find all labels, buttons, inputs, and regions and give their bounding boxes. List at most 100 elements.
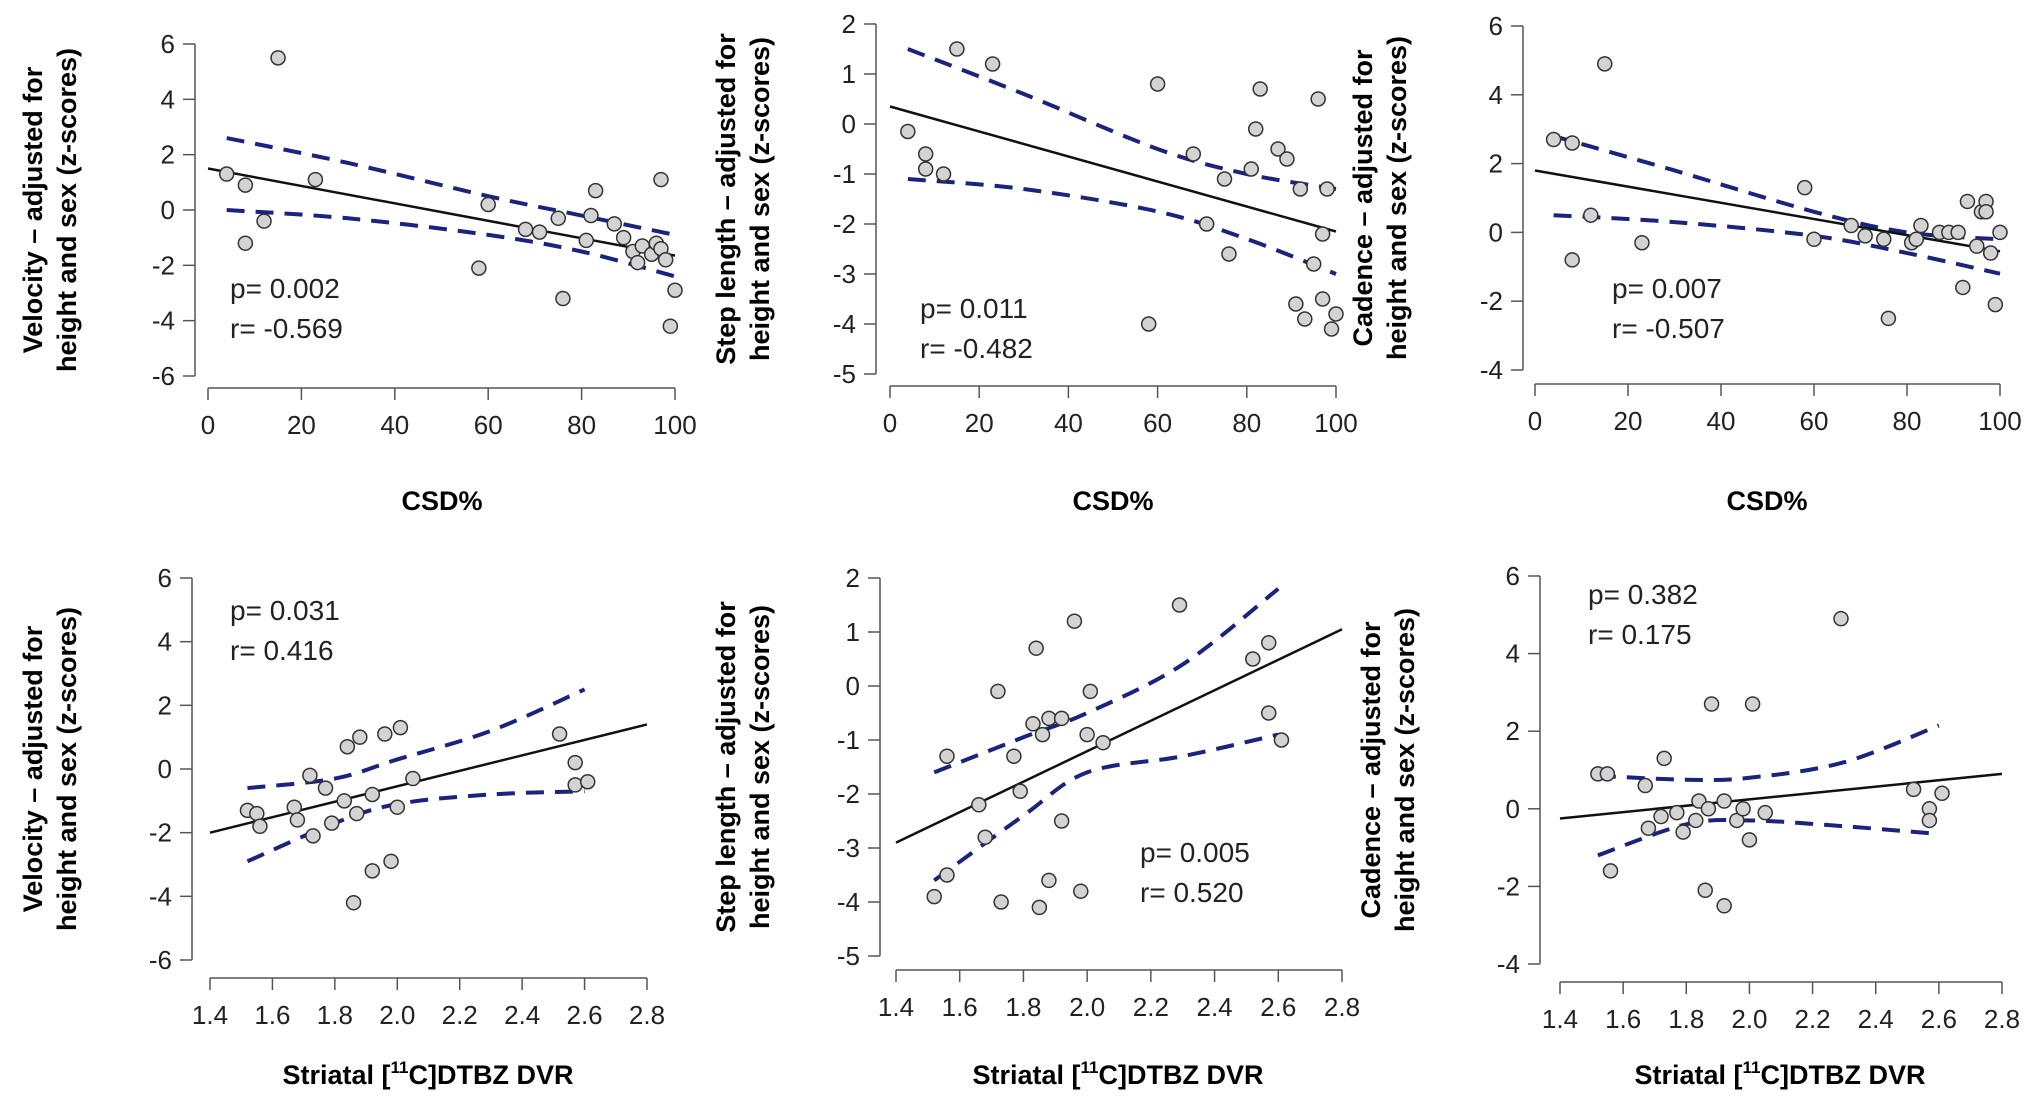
- y-tick-label: -5: [833, 359, 856, 389]
- data-point: [667, 282, 683, 298]
- y-tick-label: -2: [1480, 286, 1503, 316]
- data-point: [1735, 801, 1751, 817]
- x-tick-label: 2.4: [504, 1000, 540, 1030]
- y-tick-label: -4: [149, 881, 172, 911]
- ci-lower-line: [1597, 817, 1940, 858]
- data-point: [1744, 696, 1761, 712]
- data-point: [653, 171, 669, 188]
- y-axis-title: Cadence – adjusted for height and sex (z-…: [1356, 608, 1420, 932]
- data-point: [1880, 310, 1897, 327]
- data-point: [1314, 226, 1331, 242]
- data-point: [517, 221, 534, 238]
- y-axis-title-line: Cadence – adjusted for: [1348, 49, 1378, 347]
- data-point: [917, 146, 934, 162]
- data-point: [1031, 899, 1048, 916]
- y-tick-label: -5: [837, 941, 860, 971]
- y-tick-label: 2: [161, 140, 175, 170]
- data-point: [551, 726, 568, 742]
- x-tick-label: 2.2: [1133, 992, 1169, 1022]
- y-tick-label: 0: [1489, 217, 1503, 247]
- y-tick-label: -2: [149, 818, 172, 848]
- y-tick-label: 0: [161, 195, 175, 225]
- y-axis-title: Step length – adjusted for height and sex…: [711, 601, 775, 933]
- data-point: [1913, 217, 1929, 234]
- data-point: [364, 863, 381, 879]
- data-point: [579, 773, 596, 790]
- y-axis-title-line: Cadence – adjusted for: [1356, 621, 1386, 919]
- y-tick-label: 4: [1489, 80, 1503, 110]
- x-tick-label: 100: [1314, 408, 1357, 438]
- data-point: [1260, 705, 1277, 721]
- y-tick-label: 2: [1506, 716, 1520, 746]
- y-tick-label: -2: [837, 779, 860, 809]
- y-tick-label: -4: [1497, 949, 1520, 979]
- data-point: [1955, 279, 1971, 296]
- data-point: [1796, 179, 1813, 196]
- x-axis-title-superscript: 11: [1081, 1058, 1099, 1077]
- data-point: [1700, 801, 1717, 817]
- x-axis-title: CSD%: [1726, 486, 1807, 516]
- x-tick-label: 40: [1707, 406, 1736, 436]
- data-point: [1053, 813, 1070, 829]
- x-axis-title: Striatal [11C]DTBZ DVR: [1635, 1058, 1926, 1090]
- data-point: [1216, 171, 1233, 187]
- data-point: [1934, 785, 1950, 802]
- y-tick-label: 4: [158, 627, 172, 657]
- x-tick-label: 20: [287, 410, 316, 440]
- y-tick-label: -4: [1480, 355, 1503, 385]
- x-tick-label: 1.6: [1605, 1004, 1641, 1034]
- regression-line: [1534, 169, 2001, 253]
- x-tick-label: 2.2: [442, 1000, 478, 1030]
- p-value-label: p= 0.031: [230, 595, 340, 626]
- data-point: [606, 216, 623, 232]
- x-axis-title: Striatal [11C]DTBZ DVR: [973, 1058, 1264, 1090]
- data-point: [1006, 748, 1022, 764]
- y-tick-label: -2: [152, 250, 175, 280]
- regression-line: [1559, 772, 2003, 820]
- data-point: [1221, 246, 1237, 262]
- y-axis-title: Velocity – adjusted for height and sex (z…: [18, 48, 82, 372]
- y-tick-label: -1: [837, 725, 860, 755]
- data-point: [1270, 141, 1286, 157]
- r-value-label: r= -0.569: [230, 313, 343, 344]
- data-point: [926, 888, 942, 905]
- data-point: [531, 224, 548, 240]
- data-point: [657, 252, 674, 268]
- data-point: [1012, 783, 1028, 800]
- data-point: [1969, 238, 1985, 254]
- y-tick-label: 0: [842, 109, 856, 139]
- data-point: [1757, 804, 1773, 821]
- data-point: [1564, 135, 1580, 151]
- y-tick-label: 6: [1489, 11, 1503, 41]
- data-point: [1185, 146, 1202, 162]
- y-tick-label: 6: [161, 29, 175, 59]
- chart-panel-6: 1.4 1.6 1.8 2.0 2.2 2.4 2.6 2.8 6 4 2 0 -2 -4 Cadence …: [1356, 561, 2020, 1090]
- data-point: [1041, 872, 1057, 889]
- data-point: [305, 828, 321, 844]
- data-point: [1149, 76, 1166, 92]
- x-tick-label: 60: [1143, 408, 1172, 438]
- x-axis-title-part: C]DTBZ DVR: [1761, 1060, 1926, 1090]
- y-axis-title-line: Step length – adjusted for: [711, 601, 741, 933]
- data-point: [1637, 777, 1653, 794]
- data-point: [984, 56, 1001, 72]
- regression-line: [889, 105, 1337, 233]
- data-point: [1252, 81, 1268, 97]
- data-point: [1545, 131, 1562, 148]
- data-point: [939, 867, 955, 883]
- x-axis-title-part: C]DTBZ DVR: [1099, 1060, 1264, 1090]
- ci-upper-line: [907, 47, 1337, 191]
- data-point: [567, 777, 583, 793]
- data-point: [1806, 231, 1822, 248]
- p-value-label: p= 0.382: [1588, 579, 1698, 610]
- data-point: [286, 799, 303, 815]
- x-tick-label: 1.8: [1005, 992, 1041, 1022]
- x-tick-label: 2.4: [1858, 1004, 1894, 1034]
- data-point: [900, 123, 916, 140]
- x-tick-label: 100: [653, 410, 696, 440]
- data-point: [237, 177, 254, 193]
- data-point: [1716, 898, 1732, 914]
- data-point: [1987, 296, 2004, 313]
